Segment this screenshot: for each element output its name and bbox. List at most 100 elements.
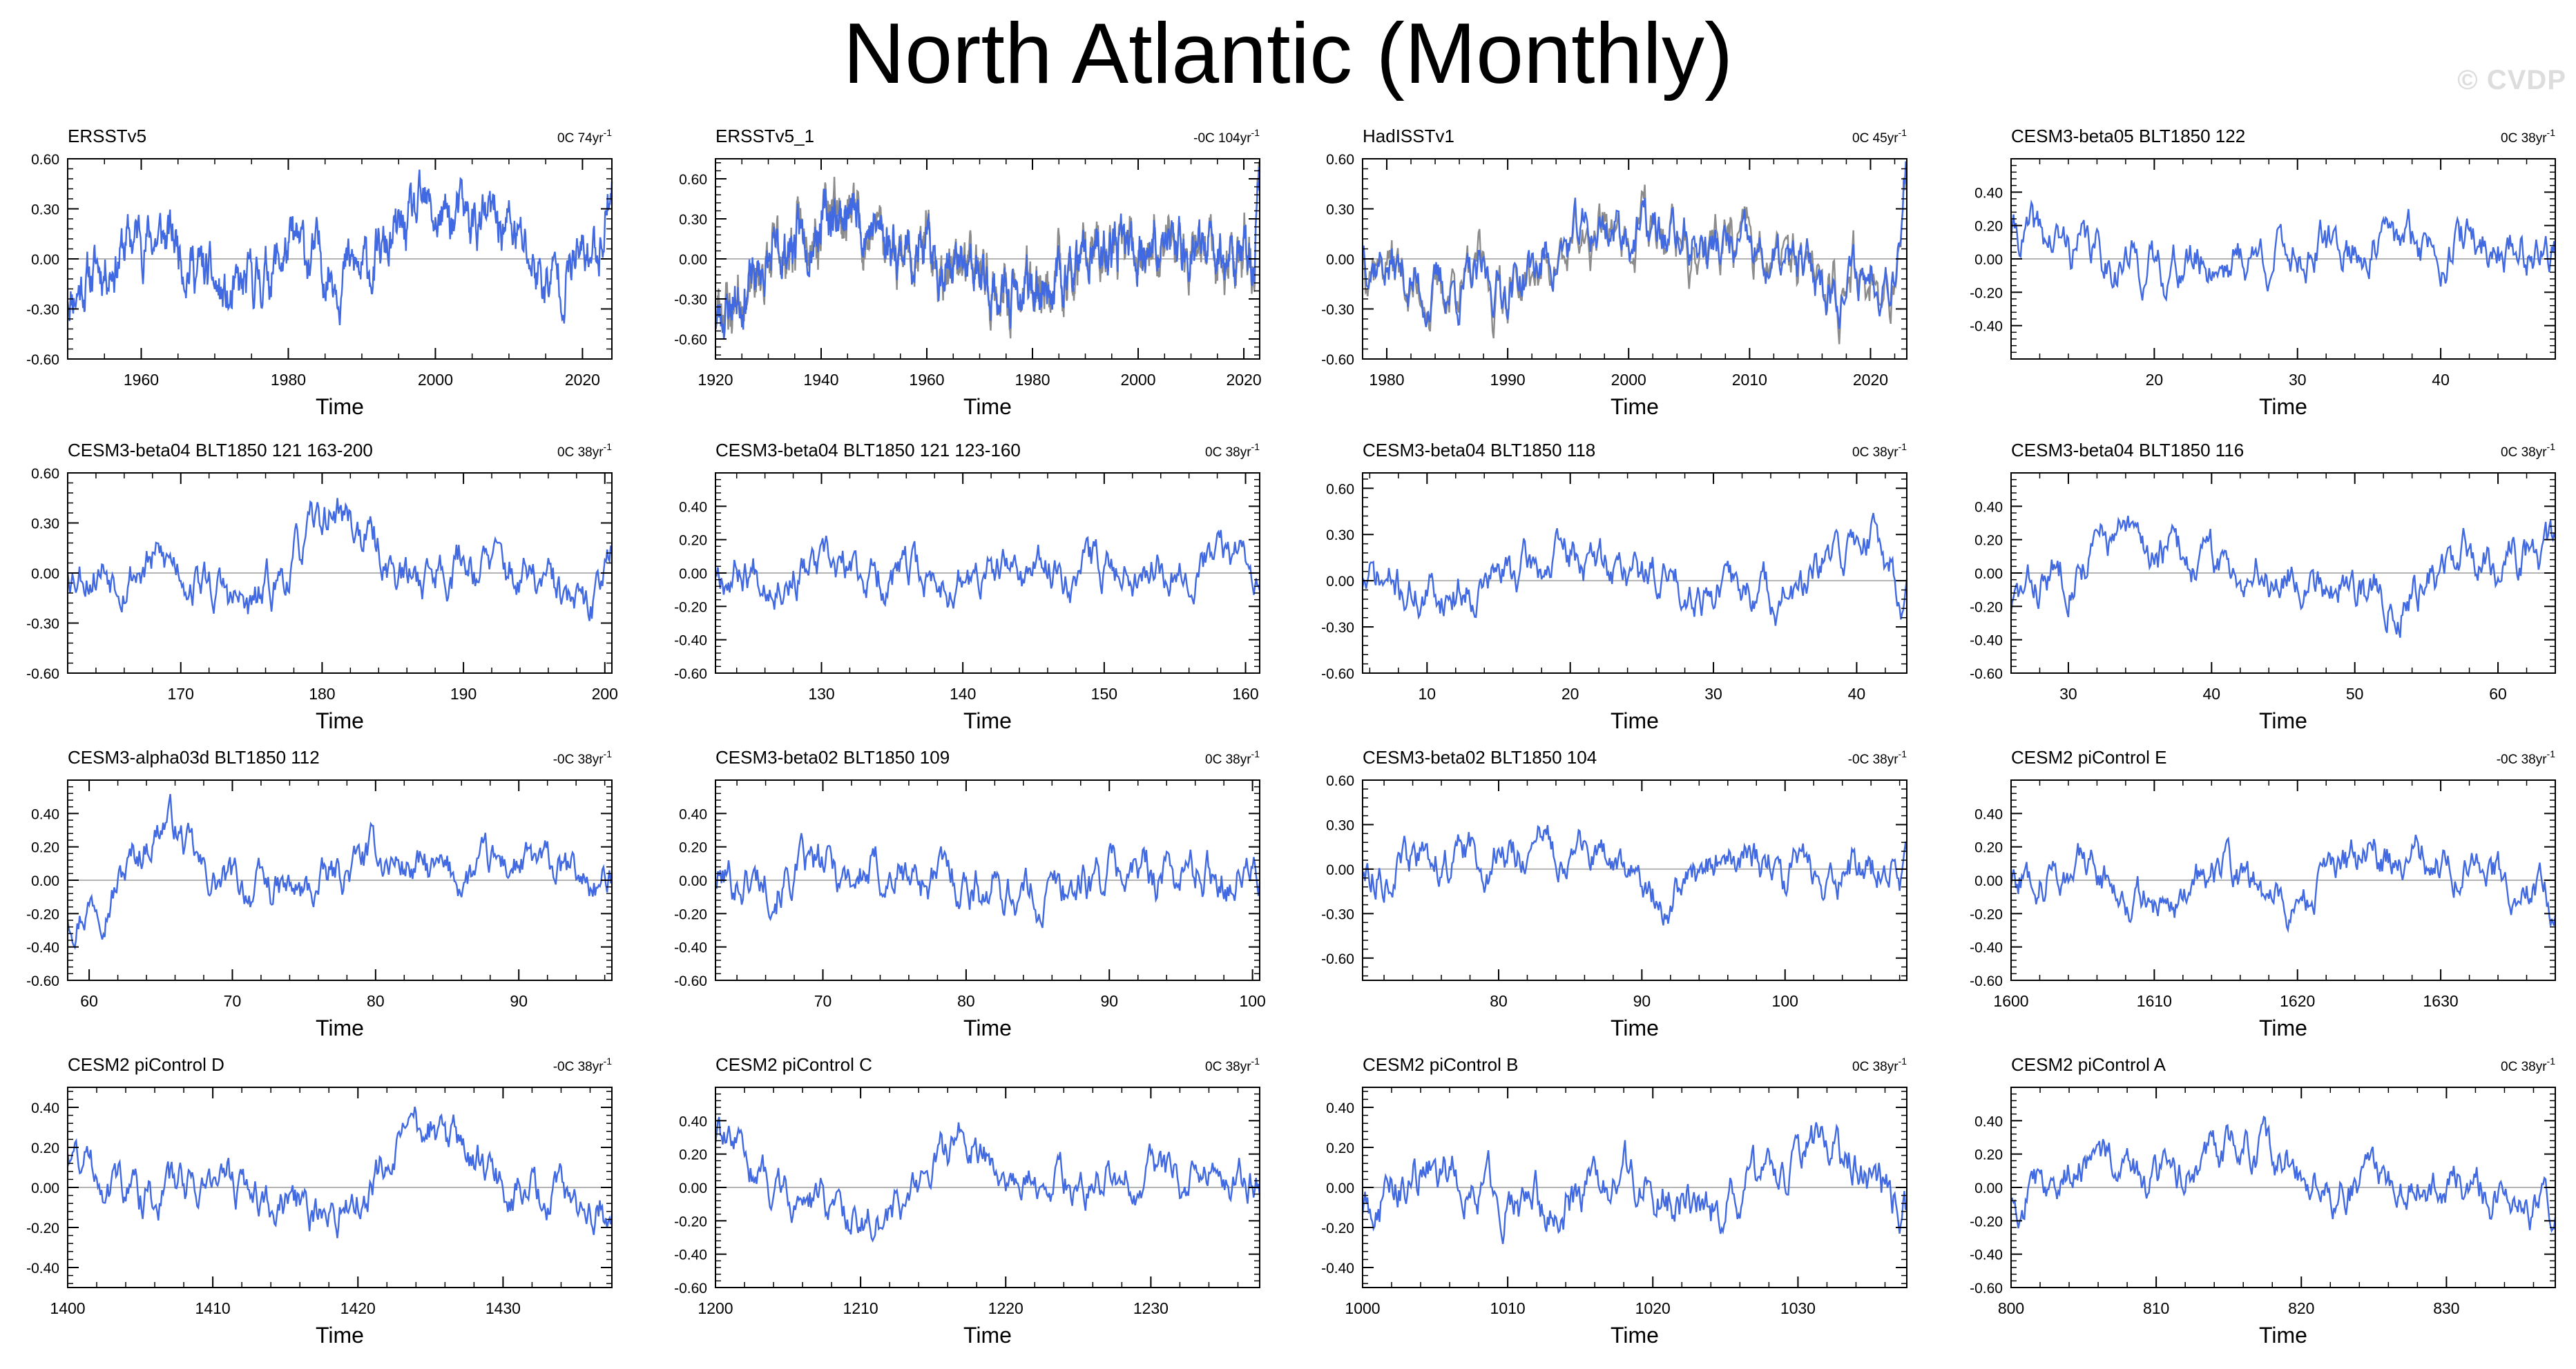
panel-title: HadISSTv1 [1363,126,1454,146]
x-tick-label: 1210 [843,1299,878,1317]
trend-label: -0C 38yr-1 [2497,748,2556,767]
y-tick-label: 0.00 [1326,574,1354,590]
y-tick-label: 0.20 [31,1140,59,1156]
x-tick-label: 1960 [909,371,944,389]
chart-panel-14: 1200 1210 1220 1230 -0.60 -0.40 -0.20 0.00 0.20 0… [674,1054,1261,1348]
y-tick-label: -0.30 [1321,302,1354,318]
trend-label: -0C 38yr-1 [553,748,613,767]
x-tick-label: 80 [1490,992,1508,1010]
y-tick-label: 0.00 [1974,1181,2003,1196]
x-axis-label: Time [1611,394,1659,419]
trend-label: -0C 38yr-1 [553,1056,613,1074]
x-tick-label: 60 [80,992,98,1010]
y-tick-label: -0.40 [674,940,707,956]
series-line [2010,515,2557,638]
x-tick-label: 1980 [271,371,306,389]
x-tick-label: 1990 [1490,371,1526,389]
y-tick-label: 0.00 [1974,252,2003,268]
plot-frame [1362,779,1907,981]
y-tick-label: -0.30 [26,616,59,632]
y-tick-label: -0.60 [674,332,707,348]
x-tick-label: 170 [168,685,194,703]
y-tick-label: 0.40 [31,1100,59,1116]
y-tick-label: -0.30 [1321,620,1354,636]
y-tick-label: -0.60 [674,973,707,989]
panel-title: CESM3-beta05 BLT1850 122 [2011,126,2245,146]
y-tick-label: 0.00 [31,566,59,582]
y-tick-label: -0.60 [674,666,707,682]
x-tick-label: 2000 [1611,371,1646,389]
y-tick-label: 0.00 [679,1181,707,1196]
chart-panel-10: 70 80 90 100 -0.60 -0.40 -0.20 0.00 0.20 0.40 CESM… [674,747,1266,1040]
series-line [2010,834,2557,933]
y-tick-label: 0.00 [679,873,707,889]
trend-label: 0C 38yr-1 [2501,441,2555,460]
x-tick-label: 2020 [1853,371,1888,389]
x-tick-label: 100 [1239,992,1265,1010]
x-tick-label: 1010 [1490,1299,1526,1317]
x-tick-label: 30 [2059,685,2077,703]
y-tick-label: -0.60 [1321,951,1354,967]
x-tick-label: 820 [2288,1299,2314,1317]
y-tick-label: 0.30 [1326,202,1354,218]
x-tick-label: 2000 [1120,371,1155,389]
chart-panel-3: 1980 1990 2000 2010 2020 -0.60 -0.30 0.00 0.30 0.… [1321,126,1908,419]
chart-panel-8: 30 40 50 60 -0.60 -0.40 -0.20 0.00 0.20 0.40 CESM3… [1970,440,2557,733]
y-tick-label: 0.00 [1326,1181,1354,1196]
x-axis-label: Time [1611,708,1659,733]
y-tick-label: 0.60 [1326,152,1354,168]
x-tick-label: 30 [2289,371,2307,389]
chart-panel-13: 1400 1410 1420 1430 -0.40 -0.20 0.00 0.20 0.40 CE… [26,1054,613,1348]
y-tick-label: 0.40 [679,499,707,515]
y-tick-label: -0.40 [674,1247,707,1263]
y-tick-label: -0.40 [1970,940,2003,956]
y-tick-label: 0.20 [1974,840,2003,856]
y-tick-label: 0.20 [1974,1147,2003,1163]
x-axis-label: Time [1611,1323,1659,1348]
y-tick-label: -0.60 [26,666,59,682]
trend-label: 0C 38yr-1 [2501,127,2555,146]
x-tick-label: 40 [1848,685,1866,703]
series-line [66,498,613,621]
y-tick-label: -0.30 [26,302,59,318]
y-tick-label: 0.60 [1326,773,1354,789]
trend-label: 0C 45yr-1 [1852,127,1907,146]
y-tick-label: 0.00 [1974,873,2003,889]
x-tick-label: 70 [224,992,242,1010]
chart-panel-15: 1000 1010 1020 1030 -0.40 -0.20 0.00 0.20 0.40 CE… [1321,1054,1907,1348]
y-tick-label: 0.20 [679,1147,707,1163]
y-tick-label: 0.40 [1326,1100,1354,1116]
x-tick-label: 1420 [340,1299,376,1317]
x-axis-label: Time [2259,394,2307,419]
x-tick-label: 130 [808,685,834,703]
x-tick-label: 70 [814,992,832,1010]
x-tick-label: 150 [1091,685,1117,703]
x-tick-label: 1630 [2423,992,2459,1010]
y-tick-label: -0.20 [1970,1214,2003,1230]
trend-label: 0C 38yr-1 [1852,441,1907,460]
panel-title: CESM3-beta02 BLT1850 109 [715,747,950,768]
chart-panel-4: 20 30 40 -0.40 -0.20 0.00 0.20 0.40 CESM3-beta05… [1970,126,2557,419]
series-line [66,794,613,950]
panel-title: ERSSTv5_1 [715,126,814,146]
x-tick-label: 80 [367,992,385,1010]
chart-panel-11: 80 90 100 -0.60 -0.30 0.00 0.30 0.60 CESM3-beta0… [1321,747,1908,1040]
y-tick-label: 0.30 [1326,817,1354,833]
x-tick-label: 20 [1561,685,1579,703]
y-tick-label: 0.20 [679,840,707,856]
series-line [714,166,1261,340]
x-tick-label: 1600 [1993,992,2028,1010]
x-axis-label: Time [316,708,364,733]
panel-title: CESM3-beta04 BLT1850 121 163-200 [68,440,373,460]
series-line-overlay [1362,168,1908,344]
y-tick-label: -0.20 [1970,285,2003,301]
x-tick-label: 1000 [1345,1299,1380,1317]
y-tick-label: -0.30 [1321,906,1354,922]
panel-title: CESM2 piControl A [2011,1054,2166,1075]
panel-title: CESM2 piControl B [1363,1054,1518,1075]
x-tick-label: 1220 [988,1299,1023,1317]
x-tick-label: 60 [2489,685,2507,703]
x-axis-label: Time [963,1016,1012,1040]
x-tick-label: 1920 [698,371,733,389]
y-tick-label: 0.30 [679,212,707,228]
